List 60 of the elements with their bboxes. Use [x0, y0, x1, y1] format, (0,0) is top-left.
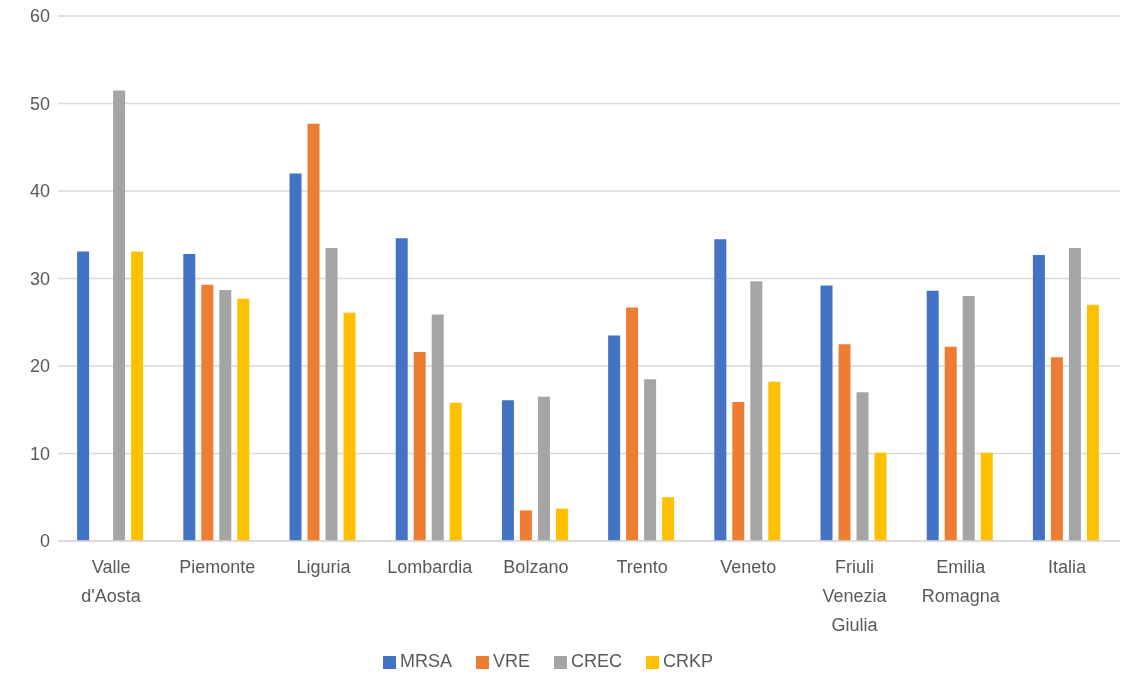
bar	[519, 510, 532, 541]
bar	[1032, 254, 1045, 541]
x-tick-label: Liguria	[296, 557, 352, 577]
bar	[431, 314, 444, 541]
bar	[874, 452, 887, 541]
bar	[307, 123, 320, 541]
bar	[856, 392, 869, 541]
bar	[201, 284, 214, 541]
bar	[1068, 247, 1081, 541]
x-tick-label: Veneto	[720, 557, 777, 577]
bar	[962, 296, 975, 541]
y-tick-label: 0	[39, 531, 50, 552]
bar	[644, 379, 657, 541]
legend-label: CRKP	[663, 651, 714, 671]
bar	[980, 452, 993, 541]
bar	[555, 508, 568, 541]
bar	[608, 335, 621, 541]
x-tick-label: Bolzano	[503, 557, 569, 577]
bar	[183, 254, 196, 541]
y-tick-label: 30	[29, 268, 50, 289]
bar	[501, 400, 514, 541]
bar	[944, 346, 957, 541]
legend-label: CREC	[571, 651, 623, 671]
bar	[714, 239, 727, 541]
bar	[926, 290, 939, 541]
bar	[750, 281, 763, 541]
x-tick-label: Lombardia	[387, 557, 474, 577]
bar	[325, 247, 338, 541]
bar	[768, 381, 781, 541]
x-tick-label: Emilia Romagna	[921, 557, 1001, 606]
bar	[820, 285, 833, 541]
bar	[77, 251, 90, 541]
bar	[113, 90, 126, 541]
bar	[219, 289, 232, 541]
bar	[237, 298, 250, 541]
bar	[449, 402, 462, 541]
x-tick-label: Italia	[1047, 557, 1087, 577]
bar	[626, 307, 639, 541]
bar	[1050, 357, 1063, 541]
bar	[131, 251, 144, 541]
bar	[838, 344, 851, 541]
bar	[537, 396, 550, 541]
y-tick-label: 60	[29, 6, 50, 27]
y-tick-label: 50	[29, 93, 50, 114]
x-tick-label: Valle d'Aosta	[81, 557, 142, 606]
bar	[343, 312, 356, 541]
x-tick-label: Friuli Venezia Giulia	[822, 557, 888, 635]
legend-label: VRE	[492, 651, 530, 671]
bar	[1086, 304, 1099, 541]
y-tick-label: 40	[29, 181, 50, 202]
legend-label: MRSA	[399, 651, 452, 671]
y-tick-label: 10	[29, 443, 50, 464]
bar	[395, 238, 408, 541]
x-tick-label: Trento	[616, 557, 668, 577]
bar	[662, 497, 675, 541]
y-tick-label: 20	[29, 356, 50, 377]
bar	[732, 401, 745, 541]
x-tick-label: Piemonte	[179, 557, 256, 577]
bar	[413, 352, 426, 541]
bar	[289, 173, 302, 541]
